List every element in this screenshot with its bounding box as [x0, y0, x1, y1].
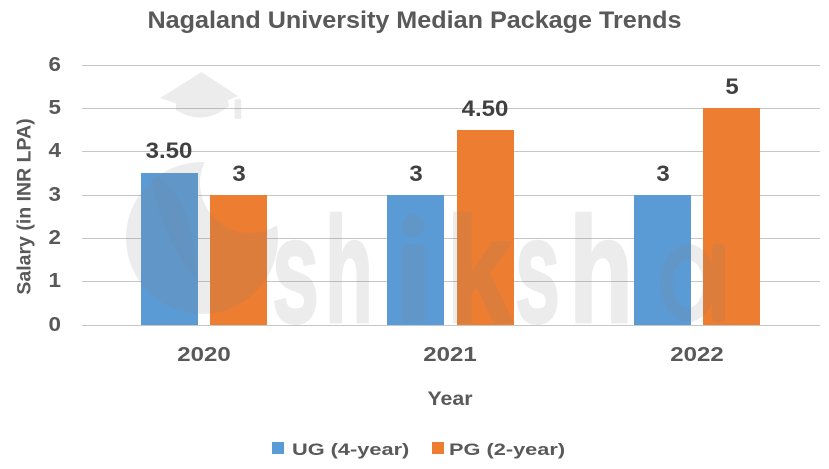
svg-text:h: h	[325, 186, 373, 354]
svg-text:h: h	[569, 186, 633, 354]
svg-text:s: s	[515, 186, 560, 354]
svg-text:s: s	[272, 186, 319, 354]
svg-text:k: k	[446, 186, 512, 354]
